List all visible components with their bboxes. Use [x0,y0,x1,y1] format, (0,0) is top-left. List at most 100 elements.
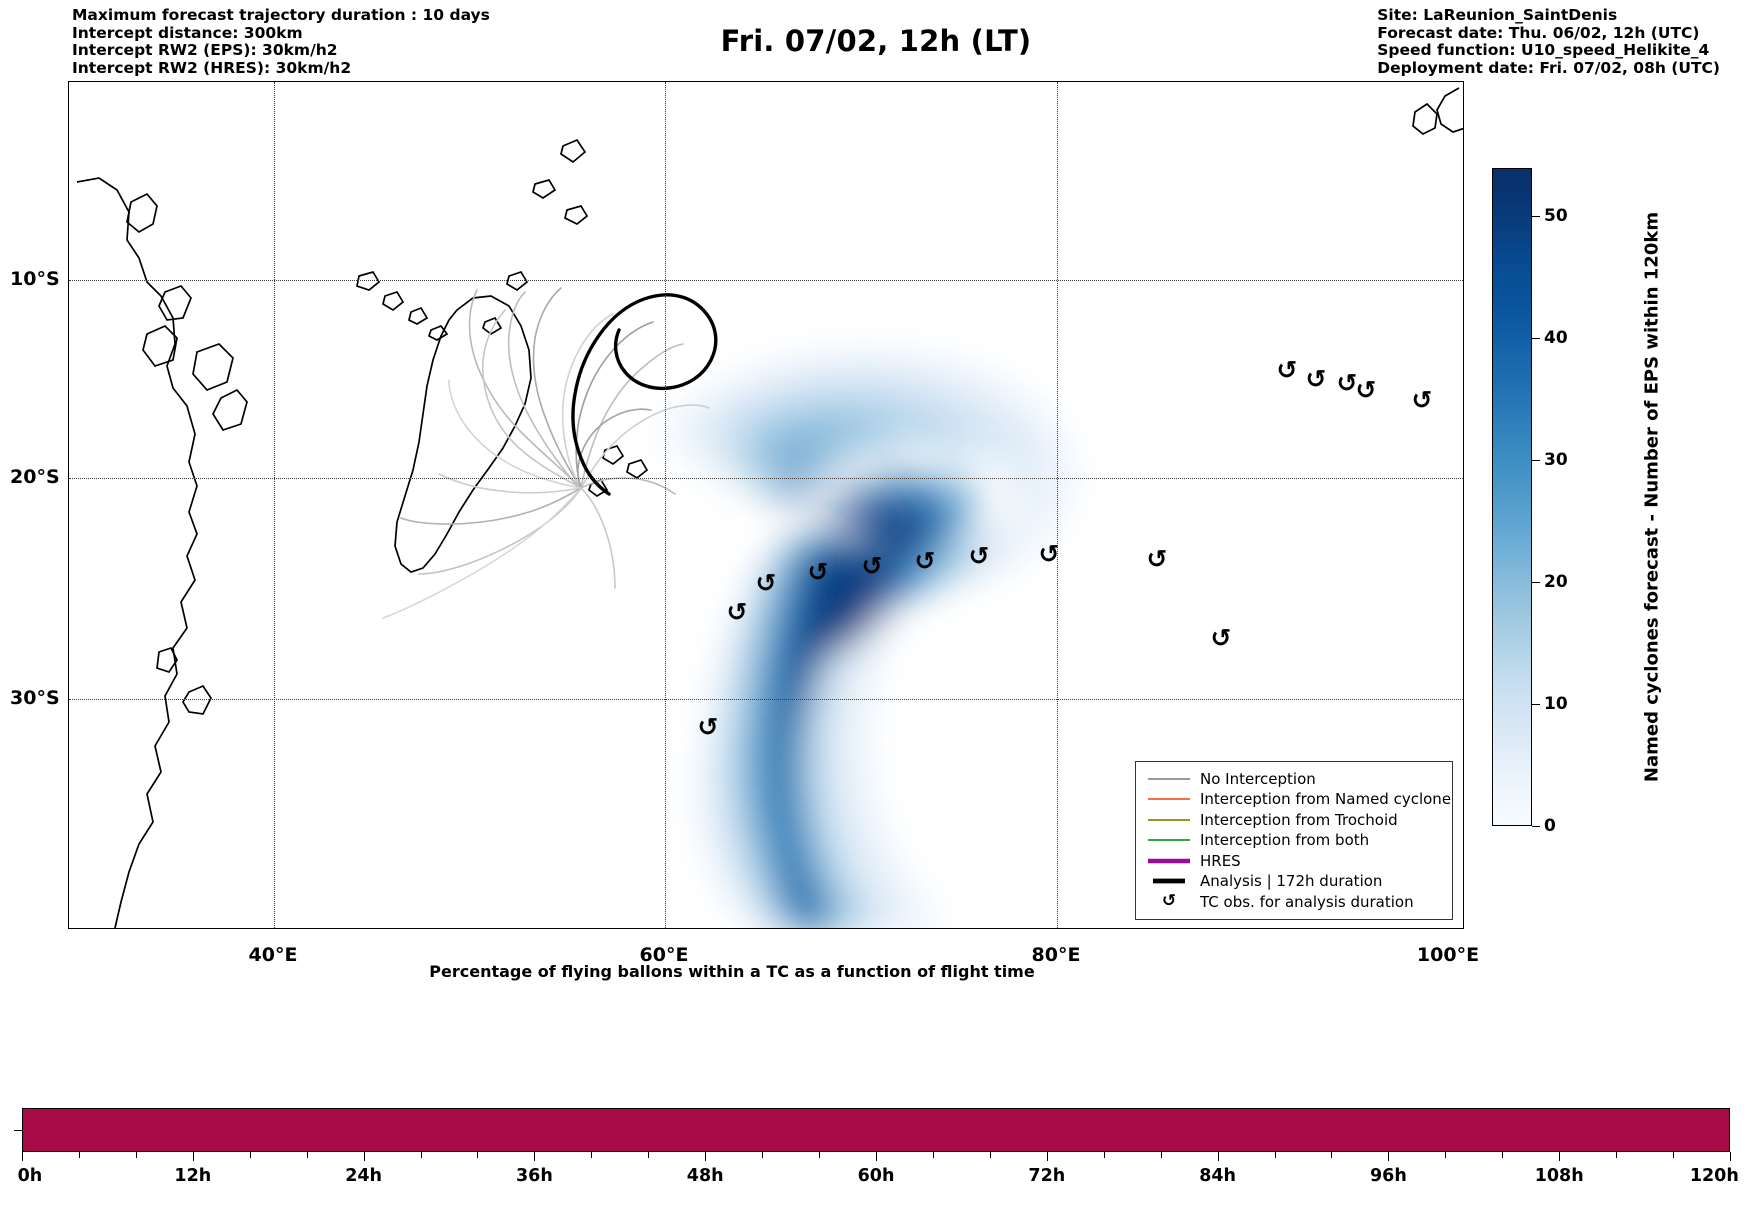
tc-obs-marker: ↺ [1411,385,1433,415]
colorbar-tick-30: 30 [1544,450,1568,470]
analysis-track [571,293,718,496]
ytick-label-20s: 20°S [10,466,60,488]
time-tick-label: 60h [857,1166,895,1186]
colorbar-tickmark [1532,582,1540,583]
time-minor-tickmark [762,1152,764,1158]
tc-obs-marker: ↺ [807,557,829,587]
legend-line-swatch [1145,775,1193,783]
header-intercept-rw2-eps: Intercept RW2 (EPS): 30km/h2 [72,41,338,59]
trajectory-ensemble [382,287,710,619]
legend-line-swatch [1145,795,1193,803]
page-title: Fri. 07/02, 12h (LT) [720,24,1032,58]
tc-obs-marker: ↺ [1038,539,1060,569]
tc-obs-marker: ↺ [1146,544,1168,574]
legend-label: Interception from Named cyclone [1200,790,1452,809]
legend-item-trochoid: Interception from Trochoid [1145,810,1440,831]
xtick-label-60e: 60°E [639,944,689,966]
time-tick-label: 96h [1369,1166,1407,1186]
time-tick-label: 72h [1028,1166,1066,1186]
time-minor-tickmark [591,1152,593,1158]
colorbar-tickmark [1532,338,1540,339]
time-minor-tickmark [1502,1152,1504,1158]
time-minor-tickmark [1673,1152,1675,1158]
legend-label: Interception from both [1200,831,1370,850]
legend-label: HRES [1200,851,1241,870]
colorbar [1492,168,1532,826]
percentage-bar[interactable] [22,1108,1730,1152]
time-tick-label: 12h [174,1166,212,1186]
gridline-lat-30s [69,699,1463,700]
time-minor-tickmark [1445,1152,1447,1158]
map-legend: No Interception Interception from Named … [1135,760,1453,920]
tc-obs-marker: ↺ [1210,623,1232,653]
gridline-lon-60e [665,82,666,928]
time-tickmark [1217,1152,1219,1161]
coastline-africa [76,177,248,928]
legend-item-no-interception: No Interception [1145,769,1440,790]
tc-obs-marker: ↺ [1305,364,1327,394]
header-intercept-rw2-hres: Intercept RW2 (HRES): 30km/h2 [72,58,352,77]
percentage-bar-title: Percentage of flying ballons within a TC… [429,962,1035,981]
time-tickmark [192,1152,194,1161]
time-tickmark [1046,1152,1048,1161]
percentage-axis-tick [14,1130,22,1131]
time-tickmark [1388,1152,1390,1161]
colorbar-tick-0: 0 [1544,816,1556,836]
time-minor-tickmark [932,1152,934,1158]
time-tick-label: 48h [686,1166,724,1186]
percentage-bar-fill [23,1109,1729,1151]
map-canvas [76,87,1463,928]
colorbar-axis-label: Named cyclones forecast - Number of EPS … [1641,211,1663,783]
time-minor-tickmark [78,1152,80,1158]
time-minor-tickmark [1103,1152,1105,1158]
legend-label: Analysis | 172h duration [1200,872,1383,891]
tc-obs-marker: ↺ [914,546,936,576]
time-minor-tickmark [1274,1152,1276,1158]
gridline-lat-10s [69,280,1463,281]
tc-obs-marker: ↺ [755,568,777,598]
time-minor-tickmark [819,1152,821,1158]
legend-item-hres: HRES [1145,851,1440,872]
ytick-label-30s: 30°S [10,687,60,709]
coastline-small-islands [356,138,589,341]
header-forecast-date: Forecast date: Thu. 06/02, 12h (UTC) [1377,23,1700,42]
time-tick-label: 36h [515,1166,553,1186]
time-minor-tickmark [989,1152,991,1158]
tc-obs-icon: ↺ [1161,891,1177,912]
gridline-lat-20s [69,478,1463,479]
time-minor-tickmark [249,1152,251,1158]
header-left-block: Maximum forecast trajectory duration : 1… [72,6,490,77]
legend-label: Interception from Trochoid [1200,810,1398,829]
time-minor-tickmark [420,1152,422,1158]
time-tick-label: 120h [1689,1166,1739,1186]
time-tickmark [876,1152,877,1161]
time-minor-tickmark [1331,1152,1333,1158]
colorbar-tickmark [1532,826,1540,827]
time-tickmark [705,1152,707,1161]
tc-obs-marker: ↺ [726,597,748,627]
eps-density-field [644,350,1072,928]
time-tickmark [22,1152,23,1161]
time-minor-tickmark [648,1152,650,1158]
legend-label: No Interception [1200,769,1316,788]
header-deployment-date: Deployment date: Fri. 07/02, 08h (UTC) [1377,58,1720,77]
legend-line-swatch [1145,836,1193,844]
legend-line-swatch [1145,857,1193,865]
time-minor-tickmark [477,1152,479,1158]
legend-line-swatch [1145,816,1193,824]
tc-obs-marker: ↺ [1276,355,1298,385]
header-right-block: Site: LaReunion_SaintDenis Forecast date… [1377,6,1720,77]
legend-item-tc-obs: ↺ TC obs. for analysis duration [1145,892,1440,913]
legend-item-analysis: Analysis | 172h duration [1145,871,1440,892]
colorbar-tick-50: 50 [1544,206,1568,226]
colorbar-tickmark [1532,216,1540,217]
legend-line-swatch [1145,877,1193,885]
colorbar-tickmark [1532,704,1540,705]
time-tick-label: 24h [345,1166,382,1186]
xtick-label-80e: 80°E [1031,944,1081,966]
forecast-map-panel[interactable]: ↺ ↺ ↺ ↺ ↺ ↺ ↺ ↺ ↺ ↺ ↺ ↺ ↺ ↺ ↺ No Interce… [68,81,1464,929]
time-minor-tickmark [135,1152,137,1158]
time-minor-tickmark [1616,1152,1618,1158]
header-intercept-distance: Intercept distance: 300km [72,23,303,42]
time-minor-tickmark [306,1152,308,1158]
